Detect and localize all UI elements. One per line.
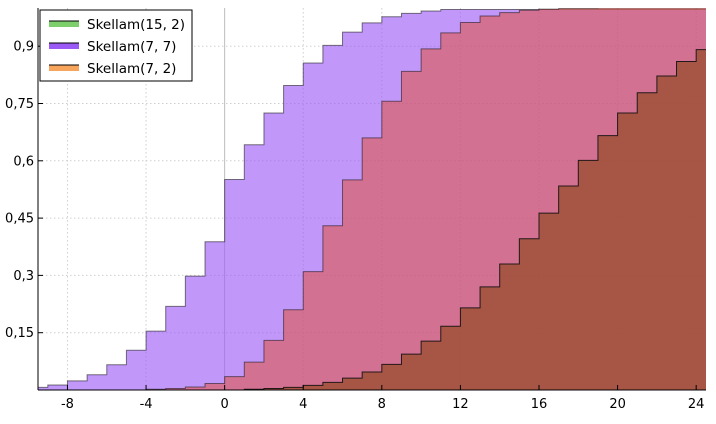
x-tick-label: 4	[299, 397, 307, 412]
y-tick-label: 0,3	[13, 269, 34, 284]
x-tick-label: 8	[378, 397, 386, 412]
series-layer	[38, 8, 706, 390]
legend-swatch	[49, 43, 79, 49]
x-tick-label: 20	[609, 397, 626, 412]
legend-label: Skellam(15, 2)	[87, 17, 185, 33]
x-tick-label: 12	[452, 397, 469, 412]
y-tick-label: 0,15	[5, 326, 34, 341]
y-tick-label: 0,45	[5, 212, 34, 227]
x-tick-label: -8	[61, 397, 74, 412]
x-tick-label: 0	[221, 397, 229, 412]
series-step-line-2	[38, 9, 706, 390]
legend-label: Skellam(7, 7)	[87, 39, 176, 55]
axes	[37, 8, 706, 391]
x-tick-label: 24	[688, 397, 705, 412]
legend-swatch	[49, 21, 79, 27]
legend-swatch	[49, 65, 79, 71]
legend: Skellam(15, 2) Skellam(7, 7) Skellam(7, 2)	[39, 9, 193, 82]
x-axis-ticks: -8 -4 0 4 8 12 16 20 24	[61, 385, 704, 412]
y-axis-ticks: 0,15 0,3 0,45 0,6 0,75 0,9	[5, 40, 43, 341]
x-tick-label: 16	[531, 397, 548, 412]
series-area-1	[38, 49, 706, 390]
y-tick-label: 0,9	[13, 40, 34, 55]
legend-label: Skellam(7, 2)	[87, 61, 176, 77]
series-step-line-3	[38, 8, 706, 390]
y-tick-label: 0,75	[5, 97, 34, 112]
y-tick-label: 0,6	[13, 154, 34, 169]
x-tick-label: -4	[140, 397, 153, 412]
